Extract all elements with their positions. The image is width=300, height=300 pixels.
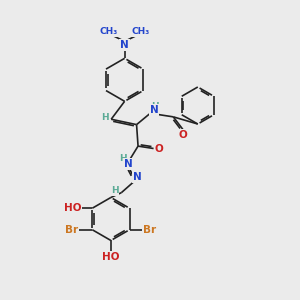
Text: N: N [149, 105, 158, 115]
Text: H: H [152, 102, 159, 111]
Text: O: O [154, 143, 163, 154]
Text: O: O [178, 130, 187, 140]
Text: H: H [101, 113, 108, 122]
Text: CH₃: CH₃ [100, 27, 118, 36]
Text: N: N [124, 159, 132, 169]
Text: N: N [133, 172, 142, 182]
Text: HO: HO [64, 203, 82, 213]
Text: Br: Br [65, 225, 79, 235]
Text: H: H [119, 154, 127, 163]
Text: HO: HO [102, 252, 120, 262]
Text: H: H [111, 186, 118, 195]
Text: CH₃: CH₃ [131, 27, 149, 36]
Text: Br: Br [143, 225, 156, 235]
Text: N: N [120, 40, 129, 50]
